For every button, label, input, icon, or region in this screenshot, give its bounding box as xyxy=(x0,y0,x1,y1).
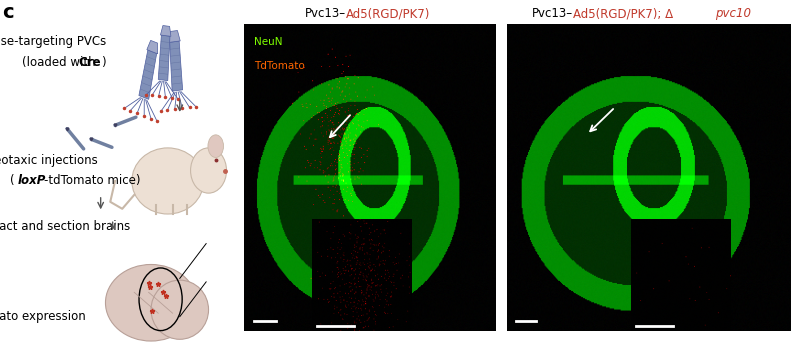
Ellipse shape xyxy=(132,148,204,214)
Ellipse shape xyxy=(151,280,209,339)
Text: Ad5(RGD/PK7); Δ: Ad5(RGD/PK7); Δ xyxy=(573,7,674,21)
Polygon shape xyxy=(169,41,183,91)
Text: -tdTomato mice): -tdTomato mice) xyxy=(44,174,141,188)
Text: tdTomato expression: tdTomato expression xyxy=(0,310,85,323)
Text: c: c xyxy=(2,3,14,23)
Text: (: ( xyxy=(10,174,14,188)
Ellipse shape xyxy=(190,148,227,193)
Polygon shape xyxy=(169,31,181,42)
Polygon shape xyxy=(158,35,170,81)
Text: TdTomato: TdTomato xyxy=(254,61,304,71)
Text: Mouse-targeting PVCs: Mouse-targeting PVCs xyxy=(0,35,106,48)
Text: ): ) xyxy=(101,56,105,69)
Text: Cre: Cre xyxy=(78,56,101,69)
Ellipse shape xyxy=(105,264,197,341)
Text: Pvc13–: Pvc13– xyxy=(305,7,346,21)
Text: Pvc13–: Pvc13– xyxy=(532,7,573,21)
Text: (loaded with: (loaded with xyxy=(22,56,99,69)
Text: Extract and section brains: Extract and section brains xyxy=(0,220,130,233)
Text: Ad5(RGD/PK7): Ad5(RGD/PK7) xyxy=(346,7,431,21)
Polygon shape xyxy=(147,40,157,54)
Text: loxP: loxP xyxy=(18,174,46,188)
Ellipse shape xyxy=(208,135,224,158)
Text: Stereotaxic injections: Stereotaxic injections xyxy=(0,153,97,167)
Text: NeuN: NeuN xyxy=(254,37,282,47)
Polygon shape xyxy=(161,25,171,36)
Polygon shape xyxy=(139,50,157,99)
Text: pvc10: pvc10 xyxy=(715,7,751,21)
